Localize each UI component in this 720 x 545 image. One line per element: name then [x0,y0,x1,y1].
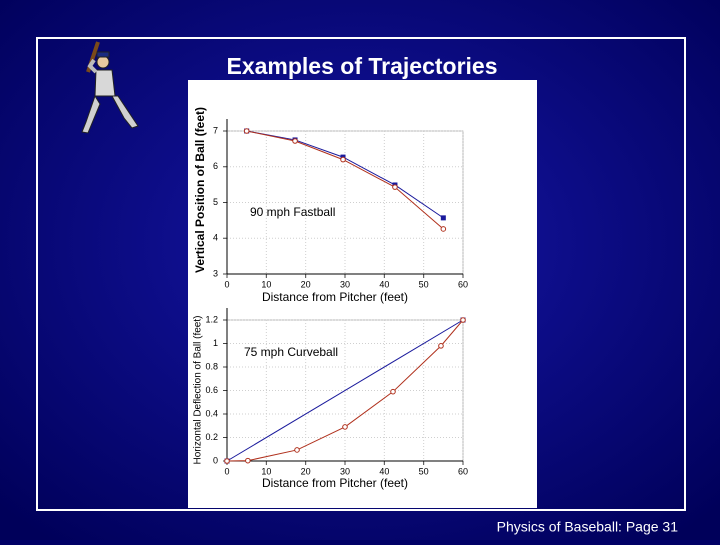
series-line [226,319,464,462]
x-tick-label: 60 [458,279,468,289]
y-tick-label: 3 [213,268,218,278]
marker [392,184,398,190]
y-tick-label: 5 [213,197,218,207]
marker [342,424,348,430]
slide-title: Examples of Trajectories [226,53,497,79]
y-axis-label: Vertical Position of Ball (feet) [193,107,207,273]
x-tick-label: 20 [301,279,311,289]
x-tick-label: 0 [224,279,229,289]
marker [460,317,466,323]
marker [390,388,396,395]
y-tick-label: 1.2 [205,314,218,324]
y-tick-label: 0.4 [205,408,218,418]
marker [243,128,250,134]
y-tick-label: 7 [213,125,218,135]
x-tick-label: 50 [419,466,429,476]
y-tick-label: 0.2 [205,432,218,442]
x-tick-label: 20 [301,466,311,476]
frame [36,37,686,511]
x-axis-label: Distance from Pitcher (feet) [262,476,408,490]
batter-icon [81,41,139,134]
y-tick-label: 0 [213,455,218,465]
y-tick-label: 0.8 [205,361,218,371]
marker [340,156,346,163]
marker [440,226,447,232]
x-tick-label: 10 [261,466,271,476]
marker [224,458,230,464]
y-tick-label: 6 [213,161,218,171]
x-tick-label: 40 [379,466,389,476]
annotation: 90 mph Fastball [250,205,335,219]
x-tick-label: 30 [340,279,350,289]
marker [438,343,444,349]
x-tick-label: 0 [224,466,229,476]
x-tick-label: 30 [340,466,350,476]
x-tick-label: 10 [261,279,271,289]
marker [292,138,298,144]
footer: Physics of Baseball: Page 31 [497,519,679,535]
x-tick-label: 60 [458,466,468,476]
marker [245,457,251,464]
marker [294,447,300,453]
y-tick-label: 4 [213,233,218,243]
x-tick-label: 50 [419,279,429,289]
x-axis-label: Distance from Pitcher (feet) [262,290,408,304]
y-tick-label: 1 [213,338,218,348]
y-axis-label: Horizontal Deflection of Ball (feet) [193,316,204,465]
x-tick-label: 40 [379,279,389,289]
annotation: 75 mph Curveball [244,345,338,359]
marker [440,215,446,221]
y-tick-label: 0.6 [205,385,218,395]
